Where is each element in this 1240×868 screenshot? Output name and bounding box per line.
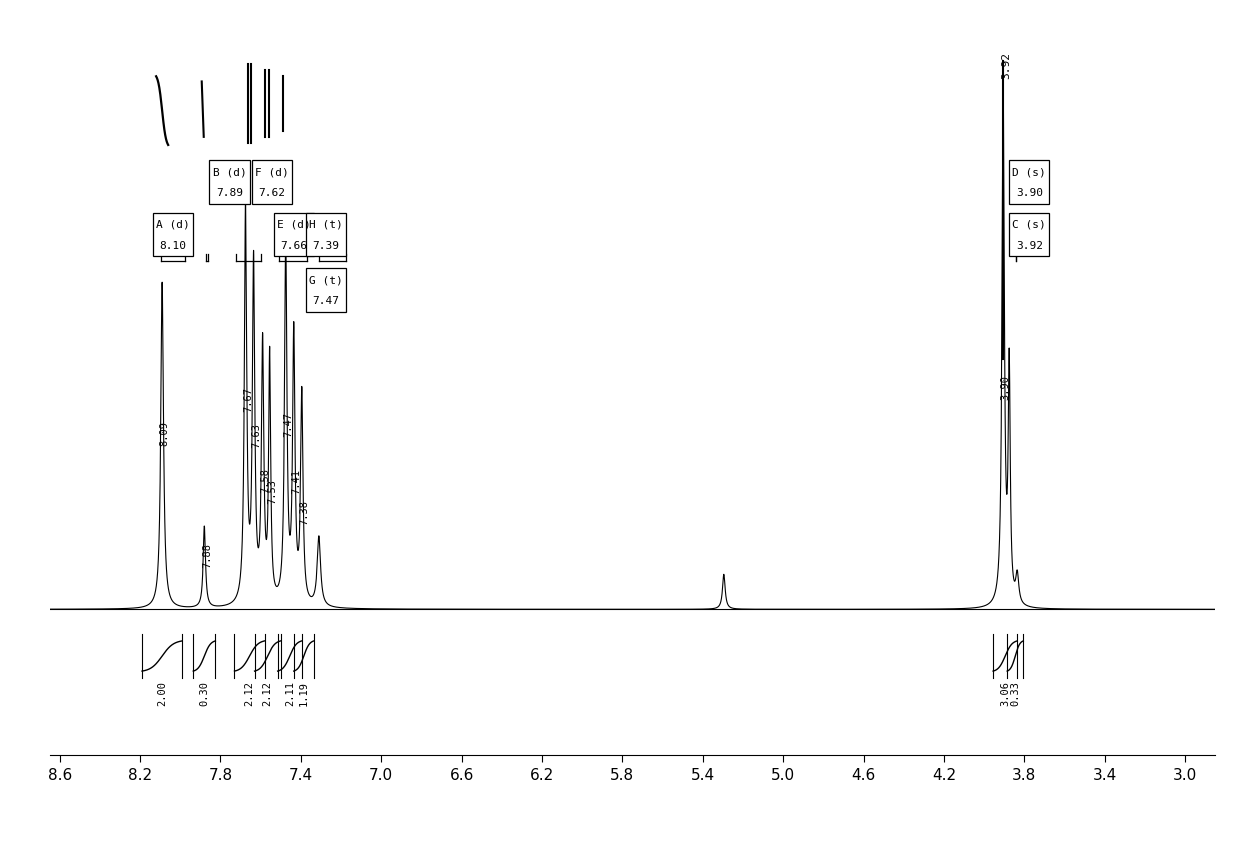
- Text: 7.62: 7.62: [258, 188, 285, 198]
- FancyBboxPatch shape: [306, 213, 346, 256]
- Text: 2.12: 2.12: [244, 681, 254, 706]
- FancyBboxPatch shape: [306, 268, 346, 312]
- Text: 7.67: 7.67: [243, 387, 253, 412]
- Text: C (s): C (s): [1012, 220, 1047, 230]
- FancyBboxPatch shape: [153, 213, 193, 256]
- Text: 3.90: 3.90: [1016, 188, 1043, 198]
- Text: 2.00: 2.00: [157, 681, 167, 706]
- Text: 0.30: 0.30: [200, 681, 210, 706]
- Text: 2.12: 2.12: [263, 681, 273, 706]
- Text: 1.19: 1.19: [299, 681, 309, 706]
- Text: 7.89: 7.89: [216, 188, 243, 198]
- Text: 7.58: 7.58: [260, 468, 270, 493]
- Text: 0.33: 0.33: [1011, 681, 1021, 706]
- Text: 7.41: 7.41: [291, 470, 301, 494]
- FancyBboxPatch shape: [1009, 161, 1049, 204]
- Text: 7.66: 7.66: [280, 240, 308, 251]
- Text: 7.38: 7.38: [299, 500, 310, 524]
- Text: 3.90: 3.90: [1001, 375, 1011, 400]
- FancyBboxPatch shape: [252, 161, 291, 204]
- Text: 3.06: 3.06: [1001, 681, 1011, 706]
- Text: F (d): F (d): [254, 168, 289, 177]
- Text: 8.09: 8.09: [160, 421, 170, 446]
- Text: A (d): A (d): [156, 220, 190, 230]
- Text: 8.10: 8.10: [160, 240, 187, 251]
- Text: H (t): H (t): [309, 220, 342, 230]
- Text: 7.39: 7.39: [312, 240, 340, 251]
- Text: 7.47: 7.47: [312, 296, 340, 306]
- Text: D (s): D (s): [1012, 168, 1047, 177]
- FancyBboxPatch shape: [274, 213, 314, 256]
- FancyBboxPatch shape: [1009, 213, 1049, 256]
- Text: B (d): B (d): [212, 168, 247, 177]
- Text: 7.53: 7.53: [268, 479, 278, 504]
- FancyBboxPatch shape: [210, 161, 249, 204]
- Text: 2.11: 2.11: [285, 681, 295, 706]
- Text: 7.63: 7.63: [252, 423, 262, 448]
- Text: 3.92: 3.92: [1001, 51, 1011, 78]
- Text: G (t): G (t): [309, 275, 342, 286]
- Text: E (d): E (d): [277, 220, 311, 230]
- Text: 7.88: 7.88: [202, 542, 212, 568]
- Text: 7.47: 7.47: [283, 411, 294, 437]
- Text: 3.92: 3.92: [1016, 240, 1043, 251]
